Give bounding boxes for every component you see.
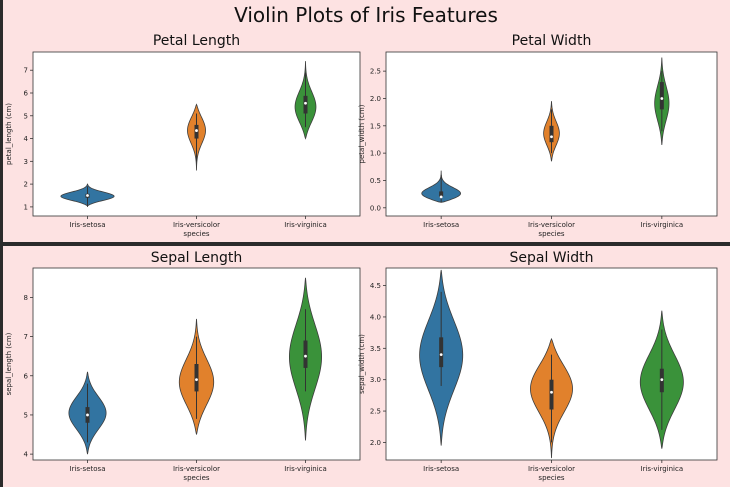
x-tick-label: Iris-setosa — [70, 221, 106, 229]
iqr-box — [303, 340, 308, 368]
median-dot — [304, 354, 307, 358]
violin-iris-setosa — [68, 371, 107, 455]
violin-iris-versicolor — [530, 337, 573, 459]
panel-title: Sepal Length — [151, 250, 243, 266]
median-dot — [660, 97, 664, 100]
y-tick-label: 4 — [24, 135, 29, 143]
y-tick-label: 1 — [24, 203, 28, 211]
median-dot — [304, 101, 307, 105]
y-tick-label: 3 — [24, 158, 28, 166]
y-tick-label: 2.0 — [370, 95, 381, 103]
x-tick-label: Iris-setosa — [423, 221, 459, 229]
y-tick-label: 4.0 — [370, 313, 381, 321]
y-tick-label: 7 — [24, 67, 28, 75]
y-tick-label: 2 — [24, 181, 28, 189]
iqr-box — [303, 95, 308, 114]
x-tick-label: Iris-versicolor — [528, 465, 575, 473]
x-axis-label: species — [183, 230, 209, 238]
y-axis-label: sepal_length (cm) — [5, 332, 13, 395]
iqr-box — [439, 337, 444, 368]
panel-sepal-length: Sepal Length 4 5 6 7 8 sepal_length (cm) specie… — [5, 250, 361, 482]
y-tick-label: 2.5 — [370, 408, 381, 416]
violin-iris-virginica — [294, 61, 317, 140]
y-tick-label: 1.5 — [370, 122, 381, 130]
y-tick-label: 3.5 — [370, 345, 381, 353]
violin-iris-versicolor — [187, 103, 206, 171]
panel-title: Sepal Width — [510, 250, 594, 266]
y-tick-label: 2.0 — [370, 439, 381, 447]
median-dot — [550, 390, 553, 394]
y-tick-label: 5 — [24, 411, 28, 419]
y-axis-label: petal_length (cm) — [5, 103, 13, 165]
y-tick-label: 6 — [24, 90, 29, 98]
y-tick-label: 0.5 — [370, 177, 381, 185]
y-tick-label: 4 — [24, 451, 29, 459]
median-dot — [195, 378, 198, 382]
panel-petal-width: Petal Width 0.0 0.5 1.0 1.5 2.0 2.5 petal_width… — [358, 33, 718, 238]
violin-iris-setosa — [419, 269, 464, 446]
y-tick-label: 6 — [24, 372, 29, 380]
panel-title: Petal Width — [512, 33, 592, 49]
x-axis-label: species — [538, 474, 564, 482]
iqr-box — [194, 364, 199, 392]
figure-title: Violin Plots of Iris Features — [234, 3, 498, 27]
violin-iris-setosa — [60, 183, 115, 207]
y-tick-label: 1.0 — [370, 150, 381, 158]
x-tick-label: Iris-virginica — [284, 465, 327, 473]
iqr-box — [659, 82, 664, 110]
median-dot — [439, 353, 443, 356]
x-tick-label: Iris-versicolor — [173, 465, 220, 473]
x-tick-label: Iris-virginica — [284, 221, 327, 229]
y-tick-label: 2.5 — [370, 68, 381, 76]
median-dot — [86, 194, 89, 197]
violin-iris-virginica — [639, 310, 684, 449]
x-tick-label: Iris-virginica — [641, 465, 684, 473]
y-tick-label: 5 — [24, 112, 28, 120]
y-tick-label: 0.0 — [370, 204, 381, 212]
median-dot — [550, 135, 553, 139]
y-tick-label: 4.5 — [370, 282, 381, 290]
y-tick-label: 8 — [24, 294, 28, 302]
x-axis-label: species — [183, 474, 209, 482]
violin-iris-versicolor — [178, 318, 215, 435]
median-dot — [439, 195, 443, 199]
panel-title: Petal Length — [153, 33, 240, 49]
y-axis-label: petal_width (cm) — [358, 104, 366, 163]
panel-sepal-width: Sepal Width 2.0 2.5 3.0 3.5 4.0 4.5 sepal_width… — [358, 250, 718, 482]
iqr-box — [549, 379, 554, 410]
iqr-box — [549, 125, 554, 143]
violin-panels: Petal Length 1 2 3 4 5 6 7 petal_length (cm) spec… — [5, 33, 718, 482]
x-tick-label: Iris-setosa — [423, 465, 459, 473]
y-tick-label: 7 — [24, 333, 28, 341]
x-tick-label: Iris-versicolor — [173, 221, 220, 229]
panel-petal-length: Petal Length 1 2 3 4 5 6 7 petal_length (cm) spec… — [5, 33, 361, 238]
x-tick-label: Iris-setosa — [70, 465, 106, 473]
violin-iris-versicolor — [543, 101, 560, 162]
iqr-box — [439, 191, 444, 197]
x-tick-label: Iris-versicolor — [528, 221, 575, 229]
y-tick-label: 3.0 — [370, 376, 381, 384]
violin-iris-setosa — [421, 170, 461, 203]
median-dot — [195, 129, 198, 132]
violin-iris-virginica — [288, 277, 323, 441]
x-tick-label: Iris-virginica — [641, 221, 684, 229]
median-dot — [86, 413, 89, 417]
x-axis-label: species — [538, 230, 564, 238]
median-dot — [660, 378, 664, 382]
violin-iris-virginica — [654, 57, 670, 145]
y-axis-label: sepal_width (cm) — [358, 334, 366, 394]
